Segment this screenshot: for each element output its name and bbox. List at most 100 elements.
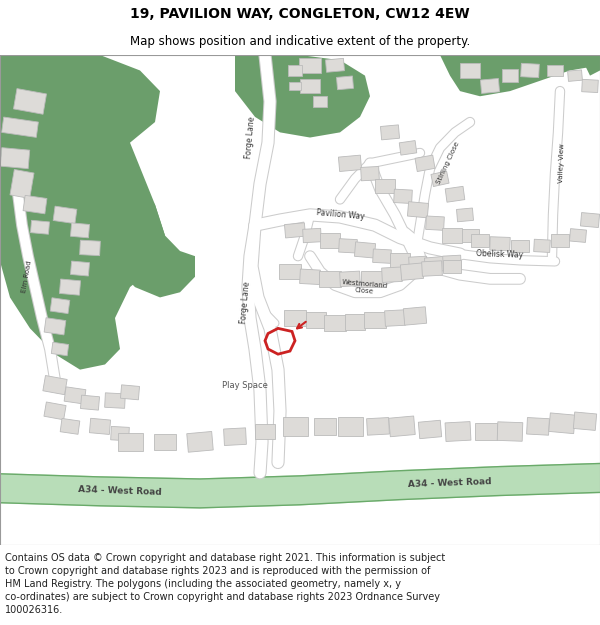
Bar (521, 63, 539, 78)
Bar (400, 263, 424, 281)
Text: Map shows position and indicative extent of the property.: Map shows position and indicative extent… (130, 35, 470, 48)
Bar (568, 70, 583, 81)
Bar (118, 432, 143, 451)
Bar (288, 66, 302, 76)
Text: Valley View: Valley View (559, 143, 566, 183)
Text: Play Space: Play Space (222, 381, 268, 389)
Bar (471, 234, 489, 248)
Bar (445, 422, 471, 441)
Bar (394, 189, 412, 204)
Bar (338, 239, 358, 253)
Bar (581, 79, 598, 92)
Bar (367, 418, 389, 435)
Bar (340, 271, 361, 287)
Bar (345, 314, 365, 330)
Bar (443, 255, 461, 269)
Bar (382, 267, 403, 282)
Text: Westmorland
Close: Westmorland Close (341, 279, 389, 296)
Bar (64, 387, 86, 404)
Bar (460, 63, 480, 78)
Bar (475, 423, 497, 440)
Bar (569, 229, 586, 242)
Bar (80, 395, 100, 410)
Bar (338, 155, 362, 171)
Bar (424, 256, 446, 272)
Bar (326, 58, 344, 72)
Bar (547, 65, 563, 76)
Bar (355, 242, 376, 258)
Text: co-ordinates) are subject to Crown copyright and database rights 2023 Ordnance S: co-ordinates) are subject to Crown copyr… (5, 592, 440, 602)
Bar (110, 426, 130, 441)
Polygon shape (440, 55, 600, 96)
Bar (415, 155, 435, 171)
Bar (80, 240, 100, 256)
Bar (59, 279, 80, 295)
Bar (431, 171, 449, 186)
Bar (320, 234, 340, 248)
Bar (284, 310, 306, 326)
Bar (300, 79, 320, 92)
Bar (361, 166, 379, 181)
Text: 100026316.: 100026316. (5, 605, 63, 615)
Bar (89, 418, 110, 434)
Bar (31, 220, 49, 234)
Bar (445, 186, 465, 202)
Bar (283, 417, 308, 436)
Bar (23, 196, 47, 214)
Bar (390, 253, 410, 268)
Bar (481, 79, 500, 93)
Text: A34 - West Road: A34 - West Road (408, 477, 492, 489)
Bar (13, 89, 47, 114)
Bar (337, 417, 362, 436)
Bar (255, 424, 275, 439)
Text: HM Land Registry. The polygons (including the associated geometry, namely x, y: HM Land Registry. The polygons (includin… (5, 579, 401, 589)
Bar (422, 261, 442, 276)
Bar (302, 228, 322, 242)
Bar (299, 269, 320, 284)
Text: Contains OS data © Crown copyright and database right 2021. This information is : Contains OS data © Crown copyright and d… (5, 553, 445, 563)
Bar (279, 264, 301, 279)
Bar (549, 413, 575, 434)
Bar (373, 249, 391, 263)
Bar (533, 239, 550, 252)
Bar (324, 315, 346, 331)
Bar (399, 141, 417, 155)
Text: Elm Road: Elm Road (21, 260, 33, 293)
Bar (43, 376, 67, 395)
Bar (224, 428, 247, 446)
Bar (580, 213, 599, 228)
Bar (364, 312, 386, 328)
Bar (187, 431, 213, 452)
Bar (375, 179, 395, 193)
Bar (389, 416, 415, 437)
Bar (380, 125, 400, 140)
Bar (574, 412, 596, 431)
Bar (60, 418, 80, 434)
Text: Pavilion Way: Pavilion Way (316, 208, 364, 221)
Bar (2, 117, 38, 138)
Polygon shape (0, 55, 165, 369)
Bar (52, 342, 68, 356)
Bar (121, 385, 140, 400)
Bar (314, 418, 336, 434)
Bar (104, 393, 125, 408)
Bar (361, 271, 383, 287)
Bar (70, 261, 89, 276)
Bar (461, 229, 479, 242)
Text: A34 - West Road: A34 - West Road (78, 486, 162, 498)
Bar (289, 82, 301, 90)
Text: Stirling Close: Stirling Close (436, 141, 460, 186)
Bar (319, 271, 341, 287)
Bar (299, 58, 321, 72)
Bar (385, 310, 406, 326)
Bar (70, 223, 89, 238)
Bar (418, 420, 442, 439)
Bar (154, 434, 176, 450)
Text: Forge Lane: Forge Lane (244, 116, 256, 159)
Bar (407, 202, 428, 218)
Bar (551, 234, 569, 248)
Bar (44, 402, 66, 420)
Text: to Crown copyright and database rights 2023 and is reproduced with the permissio: to Crown copyright and database rights 2… (5, 566, 430, 576)
Bar (490, 237, 510, 251)
Bar (306, 312, 326, 328)
